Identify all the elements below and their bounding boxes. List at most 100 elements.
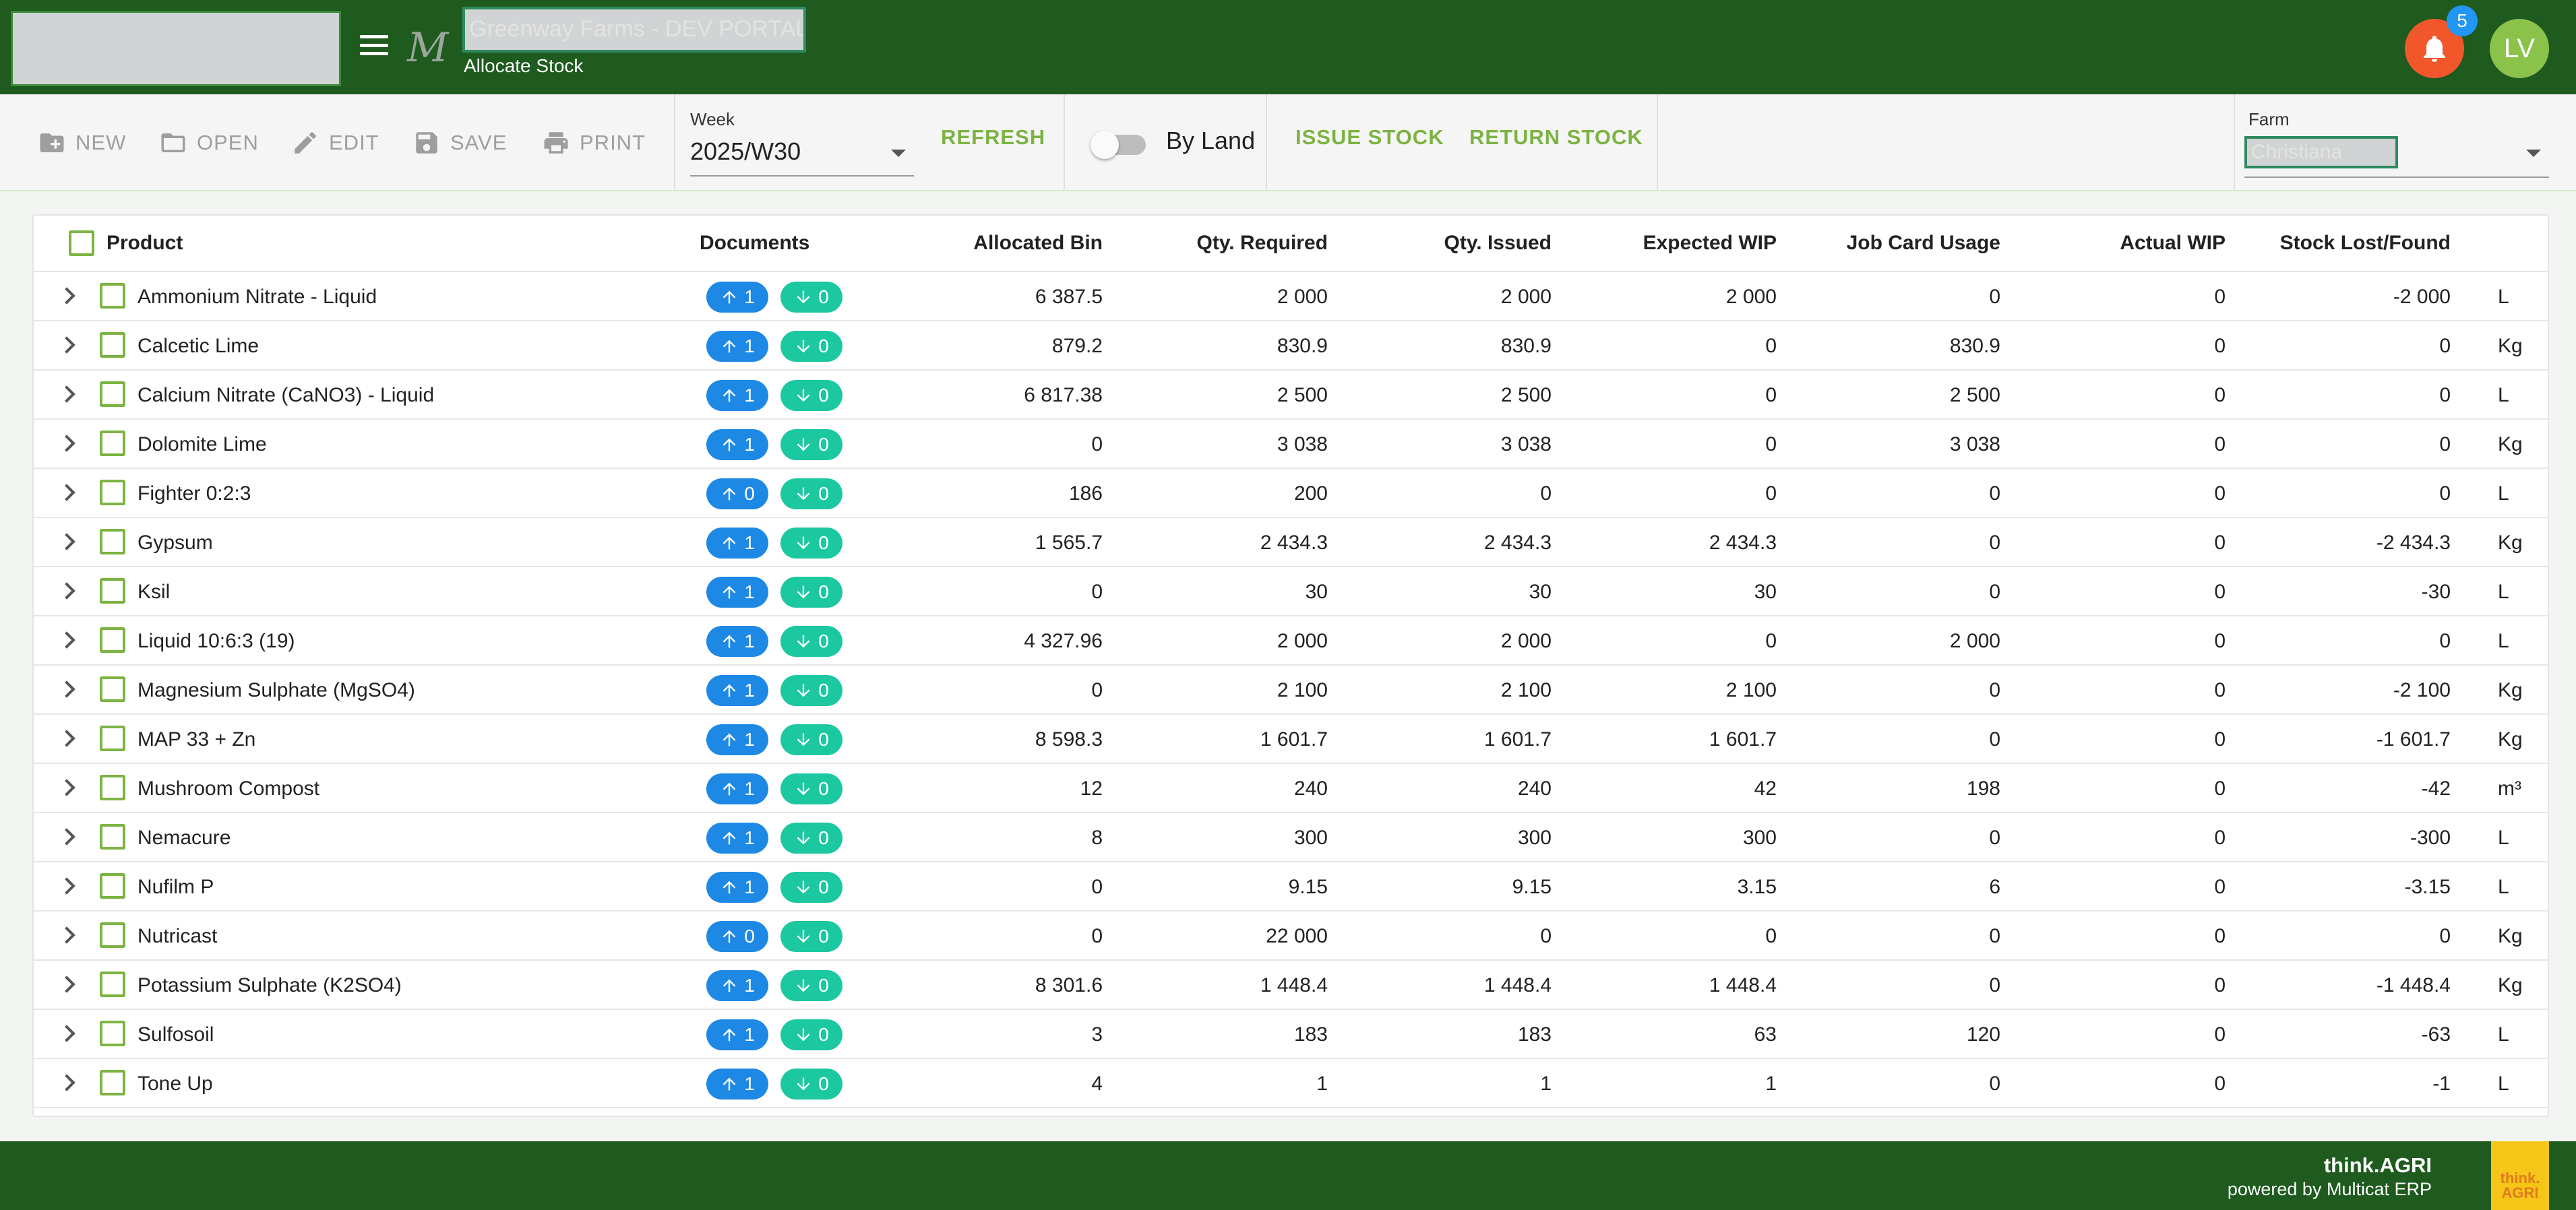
menu-icon[interactable] [359, 30, 390, 61]
chevron-right-icon[interactable] [58, 877, 75, 895]
documents-down-pill[interactable]: 0 [780, 724, 842, 755]
row-checkbox[interactable] [100, 431, 125, 456]
table-row[interactable]: Liquid 10:6:3 (19) 1 0 4 327.96 2 000 2 000 0 2… [34, 616, 2548, 666]
col-expected-wip[interactable]: Expected WIP [1643, 232, 1777, 254]
table-row[interactable]: Tone Up 1 0 4 1 1 1 0 0 -1 L [34, 1059, 2548, 1108]
table-row[interactable]: Dolomite Lime 1 0 0 3 038 3 038 0 3 038 0 0 Kg [34, 420, 2548, 469]
col-allocated-bin[interactable]: Allocated Bin [973, 232, 1103, 254]
table-row[interactable]: Mushroom Compost 1 0 12 240 240 42 198 0 -42 m³ [34, 764, 2548, 813]
table-row[interactable]: Fighter 0:2:3 0 0 186 200 0 0 0 0 0 L [34, 469, 2548, 518]
documents-up-pill[interactable]: 1 [706, 675, 768, 706]
chevron-right-icon[interactable] [58, 828, 75, 846]
chevron-right-icon[interactable] [58, 385, 75, 403]
row-checkbox[interactable] [100, 283, 125, 309]
table-row[interactable]: Calcetic Lime 1 0 879.2 830.9 830.9 0 830.9 0 0 Kg [34, 321, 2548, 371]
col-qty-issued[interactable]: Qty. Issued [1444, 232, 1552, 254]
table-row[interactable]: Ammonium Nitrate - Liquid 1 0 6 387.5 2 000 2… [34, 272, 2548, 321]
chevron-right-icon[interactable] [58, 1074, 75, 1091]
chevron-right-icon[interactable] [58, 631, 75, 649]
documents-up-pill[interactable]: 1 [706, 1019, 768, 1050]
documents-up-pill[interactable]: 1 [706, 872, 768, 903]
table-row[interactable]: Ksil 1 0 0 30 30 30 0 0 -30 L [34, 567, 2548, 616]
chevron-right-icon[interactable] [58, 730, 75, 747]
chevron-right-icon[interactable] [58, 976, 75, 993]
issue-stock-button[interactable]: ISSUE STOCK [1295, 125, 1444, 149]
table-row[interactable]: Sulfosoil 1 0 3 183 183 63 120 0 -63 L [34, 1010, 2548, 1059]
documents-up-pill[interactable]: 1 [706, 282, 768, 313]
week-select[interactable]: 2025/W30 [690, 135, 914, 177]
farm-select[interactable]: Christiana [2244, 133, 2549, 178]
row-checkbox[interactable] [100, 1070, 125, 1095]
company-logo[interactable] [11, 11, 341, 86]
documents-up-pill[interactable]: 1 [706, 970, 768, 1001]
documents-up-pill[interactable]: 1 [706, 773, 768, 804]
row-checkbox[interactable] [100, 972, 125, 997]
table-row[interactable]: Magnesium Sulphate (MgSO4) 1 0 0 2 100 2 100 2… [34, 666, 2548, 715]
col-job-card-usage[interactable]: Job Card Usage [1846, 232, 2000, 254]
table-row[interactable]: Calcium Nitrate (CaNO3) - Liquid 1 0 6 817.… [34, 371, 2548, 420]
documents-up-pill[interactable]: 0 [706, 478, 768, 509]
documents-down-pill[interactable]: 0 [780, 626, 842, 657]
row-checkbox[interactable] [100, 922, 125, 948]
documents-up-pill[interactable]: 1 [706, 724, 768, 755]
chevron-right-icon[interactable] [58, 779, 75, 796]
save-button[interactable]: SAVE [412, 124, 507, 162]
table-row[interactable]: Potassium Sulphate (K2SO4) 1 0 8 301.6 1 448… [34, 961, 2548, 1010]
documents-up-pill[interactable]: 1 [706, 823, 768, 854]
documents-up-pill[interactable]: 1 [706, 577, 768, 608]
table-row[interactable]: Nutricast 0 0 0 22 000 0 0 0 0 0 Kg [34, 912, 2548, 961]
documents-down-pill[interactable]: 0 [780, 1019, 842, 1050]
documents-up-pill[interactable]: 1 [706, 429, 768, 460]
return-stock-button[interactable]: RETURN STOCK [1469, 125, 1643, 149]
documents-down-pill[interactable]: 0 [780, 970, 842, 1001]
chevron-right-icon[interactable] [58, 287, 75, 305]
documents-down-pill[interactable]: 0 [780, 429, 842, 460]
col-stock-lost-found[interactable]: Stock Lost/Found [2279, 232, 2451, 254]
col-actual-wip[interactable]: Actual WIP [2120, 232, 2226, 254]
chevron-right-icon[interactable] [58, 336, 75, 354]
row-checkbox[interactable] [100, 480, 125, 505]
documents-down-pill[interactable]: 0 [780, 577, 842, 608]
row-checkbox[interactable] [100, 726, 125, 751]
select-all-checkbox[interactable] [69, 230, 94, 256]
row-checkbox[interactable] [100, 676, 125, 702]
table-row[interactable]: Nufilm P 1 0 0 9.15 9.15 3.15 6 0 -3.15 L [34, 862, 2548, 912]
row-checkbox[interactable] [100, 627, 125, 653]
refresh-button[interactable]: REFRESH [941, 125, 1046, 149]
row-checkbox[interactable] [100, 578, 125, 604]
chevron-right-icon[interactable] [58, 533, 75, 550]
documents-down-pill[interactable]: 0 [780, 331, 842, 362]
new-button[interactable]: NEW [38, 124, 126, 162]
table-row[interactable]: Nemacure 1 0 8 300 300 300 0 0 -300 L [34, 813, 2548, 862]
col-product[interactable]: Product [106, 232, 183, 254]
row-checkbox[interactable] [100, 775, 125, 800]
col-documents[interactable]: Documents [700, 232, 810, 254]
chevron-right-icon[interactable] [58, 926, 75, 944]
chevron-right-icon[interactable] [58, 1025, 75, 1042]
documents-down-pill[interactable]: 0 [780, 823, 842, 854]
documents-down-pill[interactable]: 0 [780, 282, 842, 313]
row-checkbox[interactable] [100, 381, 125, 407]
row-checkbox[interactable] [100, 824, 125, 850]
table-row[interactable]: MAP 33 + Zn 1 0 8 598.3 1 601.7 1 601.7 1 601.… [34, 715, 2548, 764]
edit-button[interactable]: EDIT [291, 124, 379, 162]
documents-down-pill[interactable]: 0 [780, 1069, 842, 1100]
documents-up-pill[interactable]: 1 [706, 1069, 768, 1100]
table-row[interactable]: Gypsum 1 0 1 565.7 2 434.3 2 434.3 2 434.3 0 0 -2… [34, 518, 2548, 567]
documents-up-pill[interactable]: 0 [706, 921, 768, 952]
chevron-right-icon[interactable] [58, 484, 75, 501]
documents-up-pill[interactable]: 1 [706, 528, 768, 559]
row-checkbox[interactable] [100, 332, 125, 358]
documents-up-pill[interactable]: 1 [706, 380, 768, 411]
row-checkbox[interactable] [100, 873, 125, 899]
avatar[interactable]: LV [2490, 19, 2549, 78]
chevron-right-icon[interactable] [58, 680, 75, 698]
row-checkbox[interactable] [100, 529, 125, 554]
chevron-right-icon[interactable] [58, 582, 75, 600]
by-land-toggle[interactable] [1091, 131, 1147, 159]
documents-down-pill[interactable]: 0 [780, 478, 842, 509]
col-qty-required[interactable]: Qty. Required [1196, 232, 1328, 254]
chevron-right-icon[interactable] [58, 435, 75, 452]
documents-up-pill[interactable]: 1 [706, 626, 768, 657]
documents-down-pill[interactable]: 0 [780, 380, 842, 411]
